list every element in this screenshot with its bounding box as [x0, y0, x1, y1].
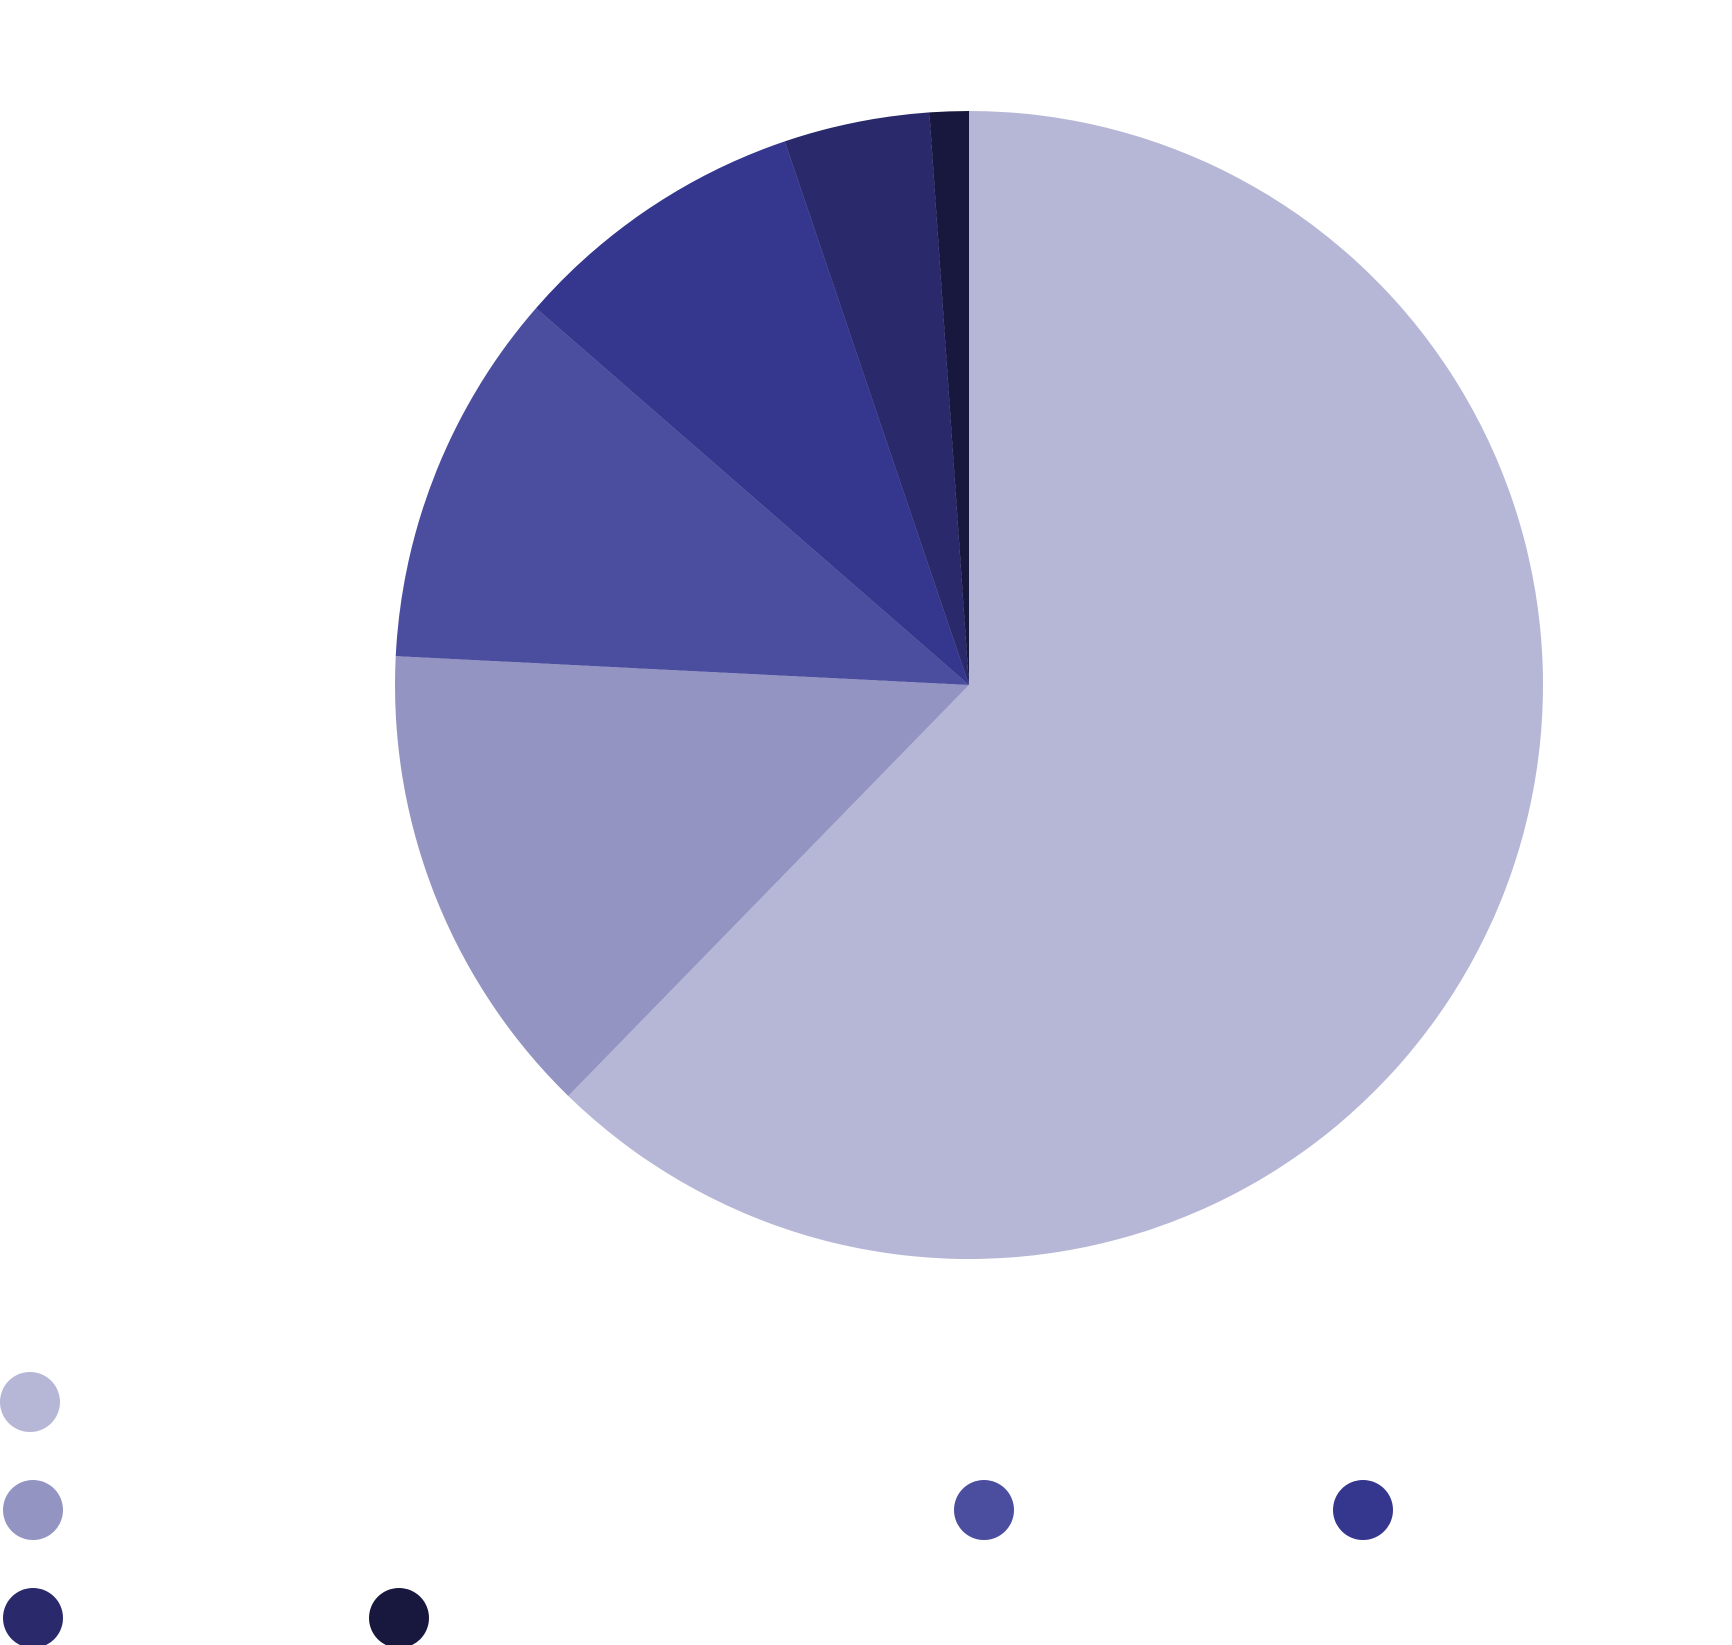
pie-slice-2: [395, 656, 969, 1096]
legend-item-2: [3, 1480, 63, 1540]
pie-slice-5: [784, 112, 969, 685]
legend-marker-6: [369, 1588, 429, 1645]
pie-slice-1: [568, 111, 1544, 1259]
legend-item-4: [1333, 1480, 1393, 1540]
legend-marker-5: [3, 1588, 63, 1645]
pie-slice-3: [395, 308, 969, 685]
legend-item-3: [954, 1480, 1014, 1540]
legend-marker-2: [3, 1480, 63, 1540]
legend-marker-4: [1333, 1480, 1393, 1540]
pie-slices: [395, 111, 1544, 1259]
legend: [0, 1372, 1393, 1645]
legend-item-6: [369, 1588, 429, 1645]
pie-slice-6: [929, 111, 969, 685]
legend-item-1: [0, 1372, 60, 1432]
legend-marker-1: [0, 1372, 60, 1432]
pie-slice-4: [536, 141, 969, 685]
legend-marker-3: [954, 1480, 1014, 1540]
legend-item-5: [3, 1588, 63, 1645]
